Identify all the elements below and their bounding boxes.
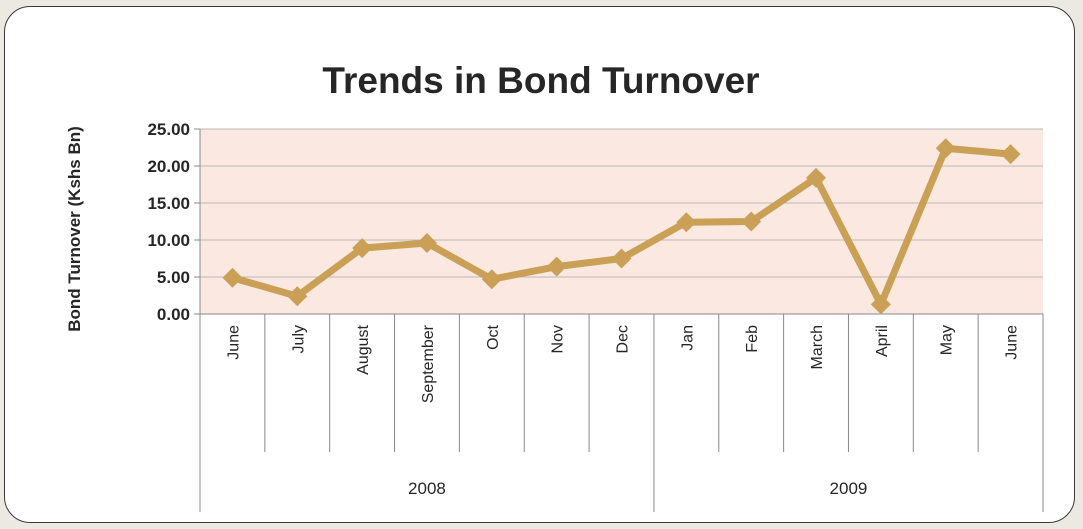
x-tick-label: Nov bbox=[550, 325, 567, 353]
x-group-label: 2009 bbox=[830, 479, 868, 498]
x-group-label: 2008 bbox=[408, 479, 446, 498]
x-tick-label: May bbox=[939, 325, 956, 355]
y-tick-label: 25.00 bbox=[147, 120, 190, 139]
x-tick-label: Jan bbox=[679, 325, 696, 351]
x-tick-label: June bbox=[225, 325, 242, 360]
y-axis-label: Bond Turnover (Kshs Bn) bbox=[65, 126, 84, 332]
line-chart: Trends in Bond Turnover Bond Turnover (K… bbox=[65, 60, 1044, 512]
data-point bbox=[222, 267, 243, 288]
data-point bbox=[611, 248, 632, 269]
data-point bbox=[546, 256, 567, 277]
x-tick-label: August bbox=[355, 324, 372, 374]
data-point bbox=[1000, 144, 1021, 165]
x-tick-label: Dec bbox=[615, 325, 632, 353]
x-tick-label: March bbox=[809, 325, 826, 369]
data-point bbox=[352, 238, 373, 259]
data-point bbox=[416, 232, 437, 253]
plot-area bbox=[200, 129, 1043, 314]
x-tick-label: April bbox=[874, 325, 891, 357]
chart-title: Trends in Bond Turnover bbox=[322, 60, 759, 101]
y-tick-label: 20.00 bbox=[147, 157, 190, 176]
data-point bbox=[676, 212, 697, 233]
y-tick-label: 15.00 bbox=[147, 194, 190, 213]
data-point bbox=[806, 167, 827, 188]
chart-card: Trends in Bond Turnover Bond Turnover (K… bbox=[4, 6, 1075, 523]
x-tick-label: September bbox=[420, 324, 437, 403]
data-point bbox=[287, 286, 308, 307]
data-point bbox=[741, 211, 762, 232]
y-tick-label: 5.00 bbox=[157, 268, 190, 287]
data-point bbox=[481, 269, 502, 290]
data-point bbox=[870, 294, 891, 315]
x-tick-label: Feb bbox=[744, 325, 761, 353]
data-point bbox=[935, 138, 956, 159]
x-tick-label: June bbox=[1004, 325, 1021, 360]
x-tick-label: July bbox=[290, 325, 307, 353]
y-tick-label: 10.00 bbox=[147, 231, 190, 250]
x-tick-label: Oct bbox=[485, 324, 502, 349]
y-tick-label: 0.00 bbox=[157, 305, 190, 324]
